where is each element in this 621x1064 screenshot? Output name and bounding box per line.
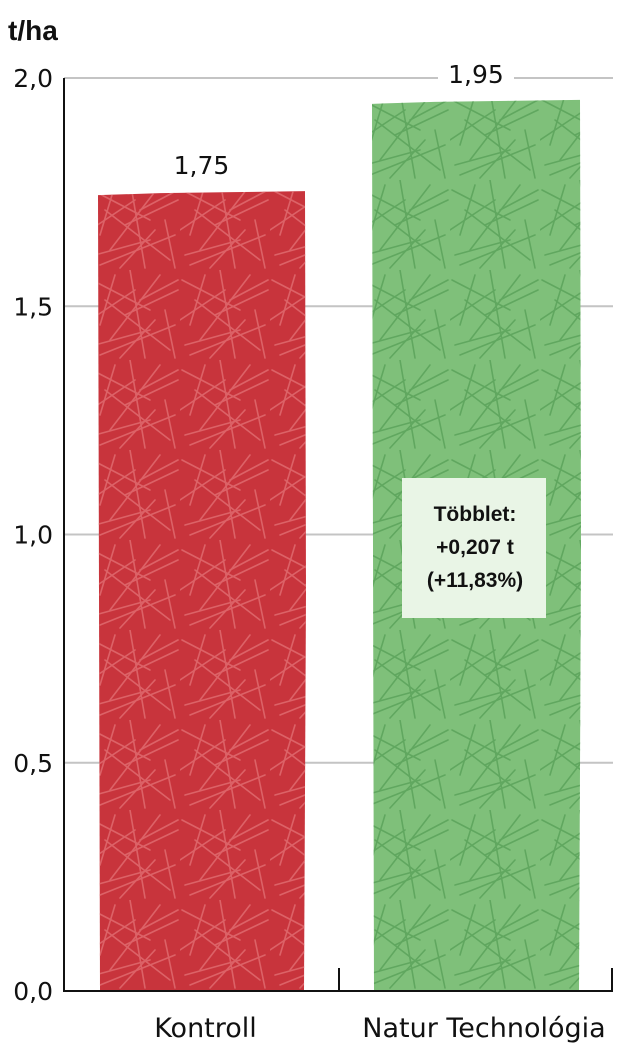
category-label: Natur Technológia [362,1013,605,1044]
annotation-line: (+11,83%) [427,569,523,592]
y-axis-label: t/ha [8,15,58,46]
bar-texture [98,191,306,991]
annotation-line: Többlet: [434,503,517,526]
y-tick-labels: 0,0 0,5 1,0 1,5 2,0 [13,64,53,1006]
value-label: 1,75 [174,151,230,180]
y-tick-label: 0,5 [13,749,53,778]
y-tick-label: 1,5 [13,292,53,321]
value-label-background [438,56,514,91]
value-label: 1,95 [448,60,504,89]
category-labels: Kontroll Natur Technológia [154,1013,606,1044]
y-tick-label: 1,0 [13,521,53,550]
bars [98,99,581,991]
surplus-annotation: Többlet: +0,207 t (+11,83%) [402,478,546,618]
y-tick-label: 0,0 [13,977,53,1006]
annotation-line: +0,207 t [436,536,514,559]
category-label: Kontroll [154,1013,257,1044]
bar-kontroll [98,191,306,991]
y-tick-label: 2,0 [13,64,53,93]
value-labels: 1,75 1,95 [174,56,514,180]
annotation-box [402,478,546,618]
